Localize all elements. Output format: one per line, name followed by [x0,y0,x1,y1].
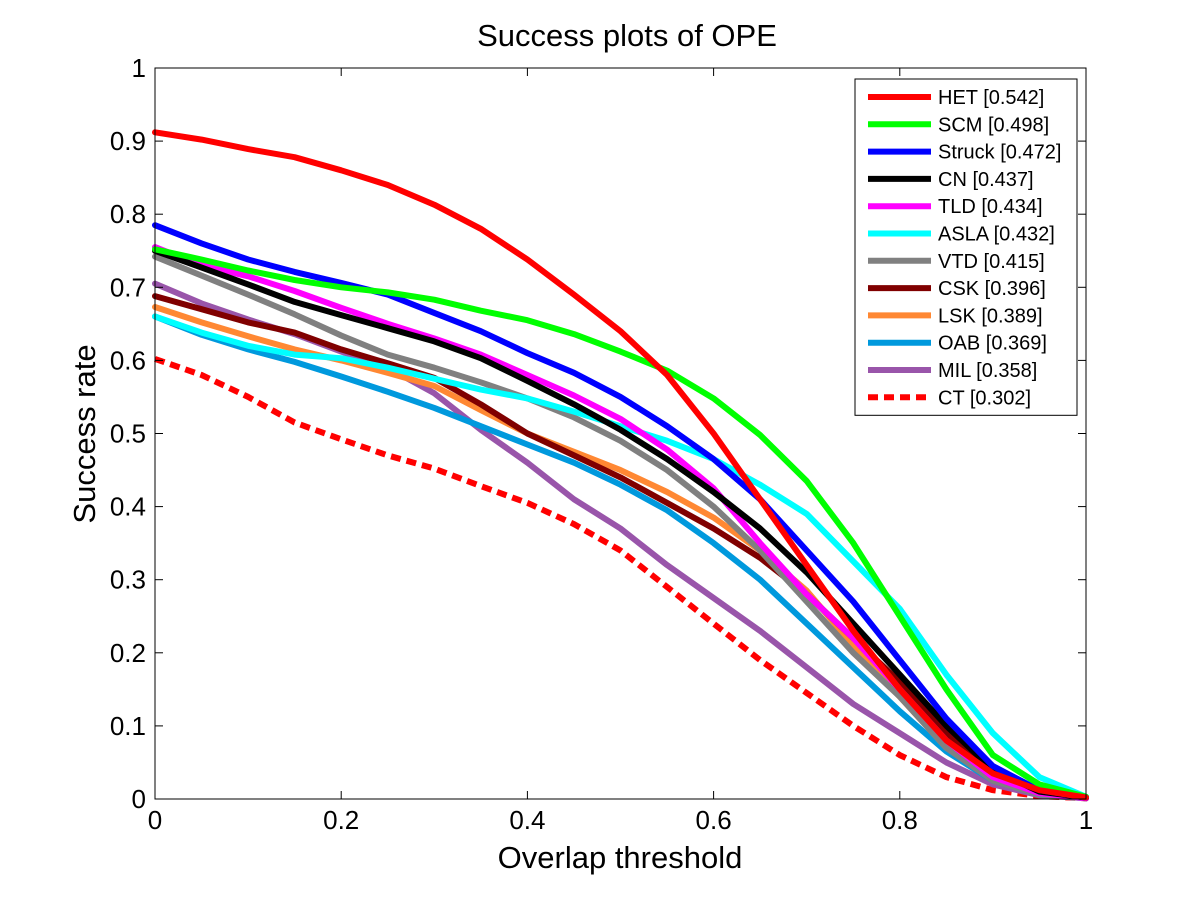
legend-label: HET [0.542] [938,87,1044,109]
legend-label: LSK [0.389] [938,305,1043,327]
y-tick-label: 0.7 [110,272,146,302]
y-tick-label: 0.9 [110,126,146,156]
series-line-oab [152,313,1089,802]
series-line-vtd [152,253,1089,802]
y-tick-label: 0.8 [110,199,146,229]
legend-label: SCM [0.498] [938,114,1049,136]
series-line-ct [154,356,1087,802]
legend-label: MIL [0.358] [938,360,1037,382]
legend-label: CSK [0.396] [938,278,1046,300]
legend-box [854,78,1078,416]
y-tick-label: 1 [132,53,146,83]
x-tick-label: 0 [148,805,162,835]
y-tick-label: 0.5 [110,419,146,449]
y-tick-label: 0.2 [110,638,146,668]
y-tick-label: 0.3 [110,565,146,595]
x-tick-label: 1 [1079,805,1093,835]
legend-label: CT [0.302] [938,387,1031,409]
x-tick-label: 0.2 [323,805,359,835]
series-line-asla [152,313,1089,800]
x-axis-label: Overlap threshold [498,840,743,875]
x-tick-label: 0.8 [882,805,918,835]
legend-label: VTD [0.415] [938,251,1045,273]
legend-label: Struck [0.472] [938,142,1061,164]
series-line-struck [152,222,1089,801]
axis-ticks: 0 0.2 0.4 0.6 0.8 1 0 0.1 0.2 0.3 0.4 0.5 0.6 0.7 0.8 0… [110,53,1093,835]
y-tick-label: 0.4 [110,492,146,522]
legend-label: TLD [0.434] [938,196,1043,218]
series-line-scm [152,246,1089,800]
legend-label: ASLA [0.432] [938,224,1055,246]
x-tick-label: 0.4 [509,805,545,835]
y-axis-label: Success rate [67,344,102,523]
legend: HET [0.542] SCM [0.498] Struck [0.472] CN [… [854,78,1078,416]
series-line-het [152,129,1089,801]
series-line-csk [152,293,1089,802]
series-layer [152,129,1089,802]
x-tick-label: 0.6 [696,805,732,835]
y-tick-label: 0 [132,784,146,814]
legend-label: OAB [0.369] [938,333,1047,355]
legend-label: CN [0.437] [938,169,1034,191]
chart-title: Success plots of OPE [477,18,777,53]
y-tick-label: 0.6 [110,345,146,375]
y-tick-label: 0.1 [110,711,146,741]
series-line-cn [152,247,1089,801]
